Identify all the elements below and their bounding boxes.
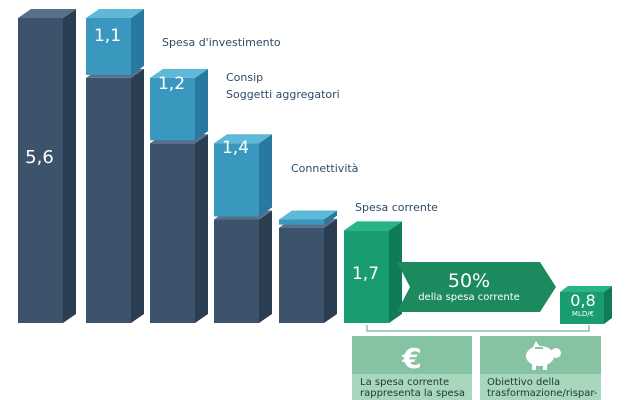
bar-0-side bbox=[63, 9, 76, 323]
bar-1-remaining-side bbox=[131, 68, 144, 324]
bar-4-remaining-side bbox=[324, 218, 337, 323]
bar-1-remaining-front bbox=[86, 77, 131, 324]
piggy-bank-snout bbox=[551, 348, 561, 358]
bar-0-top bbox=[18, 9, 76, 18]
euro-icon: € bbox=[401, 342, 421, 375]
bar-4-cap-front bbox=[279, 219, 324, 225]
bar-5-top bbox=[344, 221, 402, 231]
bar-4-remaining-front bbox=[279, 227, 324, 323]
bar-4-cap-side bbox=[324, 210, 337, 225]
bar-3-remaining-side bbox=[259, 210, 272, 323]
value-label-5: 1,7 bbox=[352, 264, 379, 284]
box-caption-obiettivo: Obiettivo della trasformazione/rispar- bbox=[487, 377, 598, 399]
savings-arrow bbox=[397, 262, 556, 312]
label-spesa-corrente: Spesa corrente bbox=[355, 201, 438, 214]
bar-4-cap-top bbox=[279, 210, 337, 220]
bar-1-cap-top bbox=[86, 9, 144, 18]
piggy-bank-leg-left bbox=[532, 364, 536, 370]
bar-5-front bbox=[344, 230, 389, 323]
value-label-0: 5,6 bbox=[25, 147, 54, 168]
label-connettivita: Connettività bbox=[291, 162, 359, 175]
piggy-bank-leg-right bbox=[543, 364, 547, 370]
arrow-text: della spesa corrente bbox=[418, 292, 520, 303]
bar-3-cap-side bbox=[259, 134, 272, 217]
bar-3-cap-front bbox=[214, 143, 259, 217]
bar-5-side bbox=[389, 221, 402, 323]
bar-0-front bbox=[18, 18, 63, 323]
arrow-percent: 50% bbox=[447, 270, 491, 292]
bar-2-remaining-side bbox=[195, 134, 208, 323]
bar-3-remaining-front bbox=[214, 219, 259, 323]
savings-block-top bbox=[560, 286, 612, 292]
piggy-bank-icon bbox=[526, 346, 554, 366]
savings-block-side bbox=[604, 286, 612, 324]
value-label-3: 1,4 bbox=[222, 138, 249, 158]
bar-1-cap-front bbox=[86, 18, 131, 75]
label-soggetti-aggregatori: Soggetti aggregatori bbox=[226, 88, 340, 101]
bar-2-cap-front bbox=[150, 77, 195, 141]
piggy-bank-ear bbox=[533, 341, 540, 347]
value-label-4: 0,15 bbox=[283, 194, 319, 213]
bracket-line bbox=[366, 325, 590, 332]
value-label-2: 1,2 bbox=[158, 74, 185, 94]
value-label-1: 1,1 bbox=[94, 26, 121, 46]
bar-2-remaining-front bbox=[150, 143, 195, 323]
label-consip: Consip bbox=[226, 71, 264, 84]
bar-2-cap-side bbox=[195, 68, 208, 141]
label-spesa-investimento: Spesa d'investimento bbox=[162, 36, 281, 49]
info-box-0-head bbox=[352, 336, 472, 374]
savings-block-front bbox=[560, 292, 604, 324]
bar-1-cap-side bbox=[131, 9, 144, 75]
savings-unit: MLD/€ bbox=[571, 310, 595, 318]
savings-value: 0,8 bbox=[570, 291, 596, 310]
box-caption-spesa-corrente: La spesa corrente rappresenta la spesa bbox=[360, 377, 466, 399]
bar-3-cap-top bbox=[214, 134, 272, 144]
piggy-bank-slot bbox=[535, 347, 543, 349]
bar-2-cap-top bbox=[150, 68, 208, 78]
